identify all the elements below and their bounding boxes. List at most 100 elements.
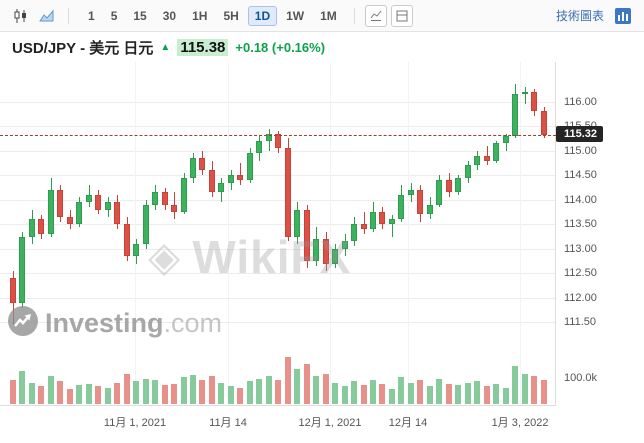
candle — [104, 202, 111, 210]
candle — [190, 158, 196, 178]
change-value: +0.18 — [235, 39, 269, 55]
change-percent: (+0.16%) — [271, 39, 326, 55]
candle — [256, 140, 263, 154]
volume-bar — [218, 382, 225, 404]
volume-bar — [388, 388, 395, 404]
toolbar-divider — [353, 7, 355, 24]
volume-bar — [10, 380, 16, 404]
candle-wick — [486, 145, 488, 166]
volume-bar — [265, 376, 272, 404]
timeframe-1w-button[interactable]: 1W — [279, 6, 311, 26]
candle — [313, 239, 320, 262]
y-axis-label: 111.50 — [564, 316, 597, 329]
volume-bar — [275, 380, 282, 404]
timeframe-1m-button[interactable]: 1M — [313, 6, 344, 26]
timeframe-1h-button[interactable]: 1H — [185, 6, 214, 26]
y-axis-label: 113.50 — [564, 218, 597, 231]
layout-panel-icon[interactable] — [390, 4, 413, 27]
candle-wick — [363, 212, 365, 235]
plot-area[interactable]: ◈ WikiFX Investing.com — [0, 62, 556, 405]
volume-bar — [398, 377, 405, 404]
candlestick-chart-type-icon[interactable] — [10, 5, 32, 27]
candle-wick — [240, 162, 242, 186]
volume-bar — [85, 383, 92, 404]
indicators-icon[interactable] — [364, 4, 387, 27]
timeframe-5h-button[interactable]: 5H — [216, 6, 245, 26]
volume-bar — [360, 385, 367, 404]
volume-bar — [464, 382, 471, 404]
candle — [474, 155, 481, 166]
volume-bar — [351, 381, 358, 404]
up-triangle-icon: ▲ — [160, 41, 171, 53]
candle — [417, 189, 424, 215]
volume-bar — [502, 387, 509, 404]
timeframe-5-button[interactable]: 5 — [104, 6, 125, 26]
price-axis[interactable]: 116.00115.50115.00114.50114.00113.50113.… — [555, 62, 644, 405]
volume-bar — [407, 382, 414, 404]
y-axis-label: 115.00 — [564, 144, 597, 157]
gridline — [0, 322, 556, 324]
volume-bar — [294, 368, 301, 404]
volume-bar — [512, 366, 519, 404]
volume-bar — [455, 385, 462, 404]
gridline — [0, 297, 556, 299]
y-axis-label: 113.00 — [564, 242, 597, 255]
volume-bar — [28, 382, 35, 404]
gridline — [0, 273, 556, 275]
price-change: +0.18 (+0.16%) — [235, 40, 325, 55]
candle-wick — [391, 214, 393, 237]
timeframe-30-button[interactable]: 30 — [156, 6, 183, 26]
candle — [332, 248, 339, 264]
volume-bar — [190, 374, 196, 404]
candle — [38, 219, 45, 235]
candle — [246, 153, 253, 181]
candle — [483, 155, 490, 161]
timeframe-1-button[interactable]: 1 — [81, 6, 102, 26]
gridline — [0, 101, 556, 103]
candle — [76, 202, 83, 225]
candle — [10, 278, 16, 303]
volume-bar — [208, 376, 215, 404]
volume-bar — [531, 376, 538, 404]
symbol-title: USD/JPY - 美元 日元 — [12, 39, 154, 57]
x-axis-label: 11月 1, 2021 — [103, 417, 167, 429]
diamond-icon: ◈ — [148, 233, 181, 280]
candle — [123, 224, 130, 257]
candle — [152, 192, 159, 205]
candle — [142, 204, 149, 244]
candle — [114, 202, 121, 225]
volume-bar — [123, 373, 130, 404]
area-chart-type-icon[interactable] — [36, 5, 58, 27]
volume-bar — [171, 383, 178, 404]
candle — [171, 204, 178, 213]
volume-bar — [133, 381, 140, 404]
volume-bar — [256, 378, 263, 404]
x-axis-label: 11月 14 — [209, 417, 247, 429]
candle — [265, 133, 272, 141]
header-last-price: 115.38 — [177, 38, 229, 56]
volume-bar — [38, 386, 45, 404]
candle — [218, 182, 225, 193]
timeframe-15-button[interactable]: 15 — [126, 6, 153, 26]
volume-bar — [161, 385, 168, 404]
y-axis-label: 116.00 — [564, 95, 597, 108]
volume-bar — [474, 381, 481, 404]
volume-bar — [436, 378, 443, 404]
time-axis[interactable]: 11月 1, 2021 11月 14 12月 1, 2021 12月 14 1月 3, … — [0, 405, 556, 443]
timeframe-1d-button[interactable]: 1D — [247, 5, 278, 26]
gridline — [0, 224, 556, 226]
candle — [502, 135, 509, 144]
volume-bar — [540, 380, 547, 404]
volume-bar — [76, 385, 83, 404]
candle — [521, 91, 528, 95]
volume-bar — [199, 380, 206, 404]
candle — [540, 111, 547, 135]
volume-bar — [47, 376, 54, 404]
candle — [227, 175, 234, 183]
candle — [531, 91, 538, 112]
technical-chart-icon[interactable] — [612, 5, 634, 27]
last-price-label: 115.32 — [556, 126, 604, 142]
technical-chart-link[interactable]: 技術圖表 — [555, 9, 604, 23]
toolbar: 1 5 15 30 1H 5H 1D 1W 1M 技術圖表 — [0, 0, 644, 32]
candle — [57, 189, 64, 217]
